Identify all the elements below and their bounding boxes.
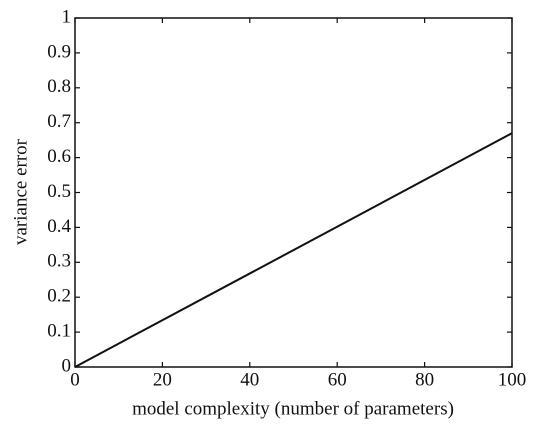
x-tick-label: 0 xyxy=(70,369,80,390)
y-tick-label: 0.1 xyxy=(47,320,71,341)
x-tick-label: 80 xyxy=(415,369,434,390)
y-tick-label: 0.7 xyxy=(47,111,71,132)
y-tick-label: 0.3 xyxy=(47,251,71,272)
y-tick-label: 1 xyxy=(62,6,72,27)
x-tick-label: 60 xyxy=(328,369,347,390)
x-tick-label: 100 xyxy=(498,369,527,390)
x-axis-label: model complexity (number of parameters) xyxy=(132,398,454,419)
y-tick-label: 0.9 xyxy=(47,41,71,62)
plot-frame xyxy=(74,17,513,368)
x-tick-label: 20 xyxy=(153,369,172,390)
y-tick-label: 0.2 xyxy=(47,286,71,307)
x-tick-label: 40 xyxy=(240,369,259,390)
y-tick-label: 0.8 xyxy=(47,76,71,97)
y-tick-label: 0 xyxy=(62,355,72,376)
line xyxy=(74,132,513,368)
y-axis-label: variance error xyxy=(10,138,31,245)
y-tick-label: 0.4 xyxy=(47,216,71,237)
y-tick-label: 0.6 xyxy=(47,146,71,167)
y-tick-label: 0.5 xyxy=(47,181,71,202)
